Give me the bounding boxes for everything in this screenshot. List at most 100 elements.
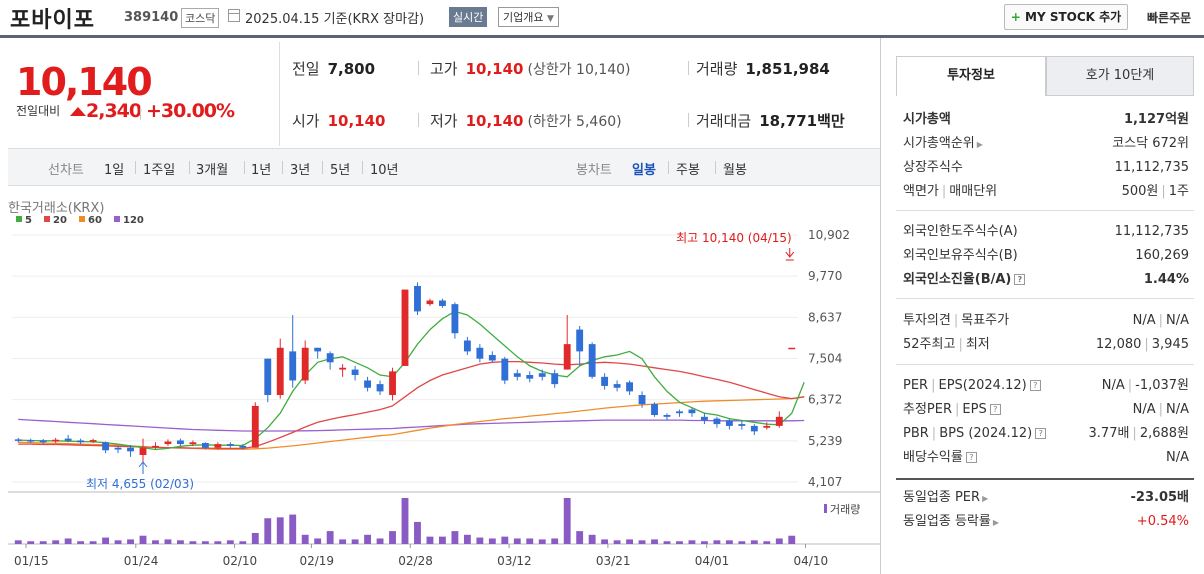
est-eps-val: N/A (1166, 402, 1189, 417)
tab-5y[interactable]: 5년 (330, 163, 351, 178)
corp-info-label: 기업개요 (503, 11, 544, 24)
volume-label: 거래량 (830, 503, 860, 516)
current-price: 10,140 (16, 60, 153, 104)
foreign-ratio-value: 1.44% (1143, 272, 1189, 287)
candle-body (289, 351, 297, 381)
volume-bar (52, 540, 60, 544)
candle-body (750, 425, 758, 432)
candle-body (426, 300, 434, 305)
candle-body (164, 441, 172, 445)
divider (135, 161, 136, 174)
candle-body (14, 439, 22, 441)
ma-legend-label: 60 (88, 215, 102, 226)
per-row: PER | EPS(2024.12)? N/A | -1,037원 (903, 374, 1189, 398)
tab-weekly[interactable]: 주봉 (676, 163, 700, 178)
volume-bar (152, 540, 159, 544)
low-label: 저가 (430, 112, 458, 130)
volume-bar (102, 537, 110, 544)
tab-1d[interactable]: 1일 (104, 163, 125, 178)
volume-bar (89, 541, 97, 544)
x-tick-label: 01/24 (124, 554, 159, 568)
foreign-limit-row: 외국인한도주식수(A) 11,112,735 (903, 220, 1189, 244)
candle-body (376, 384, 384, 392)
volume-bar (376, 538, 384, 544)
volume-bar (127, 539, 134, 544)
help-icon[interactable]: ? (989, 404, 1001, 415)
volume-bar (513, 538, 521, 544)
candle-body (438, 300, 446, 306)
volume-bar (201, 541, 209, 544)
candle-body (314, 347, 322, 352)
candle-body (488, 355, 496, 361)
tab-monthly[interactable]: 월봉 (723, 163, 747, 178)
est-per-label: 추정PER | EPS? (903, 398, 1001, 422)
candle-body (276, 347, 284, 396)
sector-chg-row[interactable]: 동일업종 등락률 ▶ +0.54% (903, 510, 1189, 534)
tab-invest-info[interactable]: 투자정보 (896, 56, 1046, 96)
cap-rank-label: 시가총액순위 ▶ (903, 132, 983, 157)
candle-body (601, 376, 609, 386)
candle-body (64, 438, 72, 441)
add-mystock-button[interactable]: + MY STOCK 추가 (1004, 4, 1128, 30)
volume-bar (276, 517, 284, 544)
x-tick-label: 03/21 (596, 554, 631, 568)
grid (8, 234, 880, 545)
tab-3y[interactable]: 3년 (290, 163, 311, 178)
ma20-line (18, 360, 805, 450)
candle-body (463, 340, 471, 352)
sector-chg-value: +0.54% (1136, 514, 1189, 529)
tab-1y[interactable]: 1년 (251, 163, 272, 178)
w52-low-val: 3,945 (1151, 337, 1189, 352)
candle-body (788, 347, 796, 350)
help-icon[interactable]: ? (1029, 380, 1041, 391)
help-icon[interactable]: ? (965, 452, 977, 463)
quick-order-link[interactable]: 빠른주문 (1147, 11, 1192, 25)
w52-high-val: 12,080 (1095, 337, 1142, 352)
open-label: 시가 (292, 112, 320, 130)
est-per-val: N/A (1132, 402, 1156, 417)
shares-row: 상장주식수 11,112,735 (903, 156, 1189, 180)
corp-info-dropdown[interactable]: 기업개요 ▼ (498, 7, 559, 27)
candle-body (538, 373, 546, 377)
help-icon[interactable]: ? (1035, 428, 1047, 439)
volume-bar (588, 534, 596, 544)
tab-3m[interactable]: 3개월 (196, 163, 229, 178)
tab-daily[interactable]: 일봉 (632, 163, 656, 178)
volume-bar (364, 534, 372, 544)
candle-body (651, 404, 658, 416)
help-icon[interactable]: ? (1014, 274, 1026, 285)
volume-bar (176, 540, 184, 544)
volume-bar (638, 540, 646, 544)
tab-1w[interactable]: 1주일 (143, 163, 176, 178)
volume-bars: 거래량 (14, 498, 860, 544)
candle-body (501, 358, 509, 381)
realtime-button[interactable]: 실시간 (449, 7, 488, 27)
ma-legend-label: 120 (123, 215, 144, 226)
unit-value: 1주 (1168, 184, 1189, 199)
y-tick-label: 8,637 (808, 310, 842, 324)
x-tick-label: 02/28 (398, 554, 433, 568)
candle-body (626, 382, 634, 392)
candle-body (476, 347, 484, 359)
w52-label: 52주최고 | 최저 (903, 337, 990, 352)
foreign-hold-row: 외국인보유주식수(B) 160,269 (903, 244, 1189, 268)
div-row: 배당수익률? N/A (903, 446, 1189, 470)
prev-close: 전일 7,800 (292, 58, 375, 79)
w52-row: 52주최고 | 최저 12,080 | 3,945 (903, 333, 1189, 357)
tab-orderbook[interactable]: 호가 10단계 (1046, 56, 1194, 96)
high-annotation: 최고 10,140 (04/15) (676, 231, 792, 245)
cap-rank-row[interactable]: 시가총액순위 ▶ 코스닥 672위 (903, 132, 1189, 156)
stock-code: 389140 (124, 10, 179, 25)
candle-body (226, 444, 234, 446)
pbr-text: PBR (903, 426, 929, 441)
sector-per-row[interactable]: 동일업종 PER ▶ -23.05배 (903, 486, 1189, 510)
divider (362, 161, 363, 174)
ma-legend-label: 5 (25, 215, 32, 226)
market-badge: 코스닥 (181, 8, 220, 28)
volume-bar (538, 539, 546, 544)
ma-legend-label: 20 (53, 215, 67, 226)
trade-amount: 거래대금 18,771백만 (696, 110, 845, 131)
chevron-down-icon: ▼ (546, 14, 554, 24)
tab-10y[interactable]: 10년 (370, 163, 399, 178)
caret-right-icon: ▶ (982, 494, 989, 503)
